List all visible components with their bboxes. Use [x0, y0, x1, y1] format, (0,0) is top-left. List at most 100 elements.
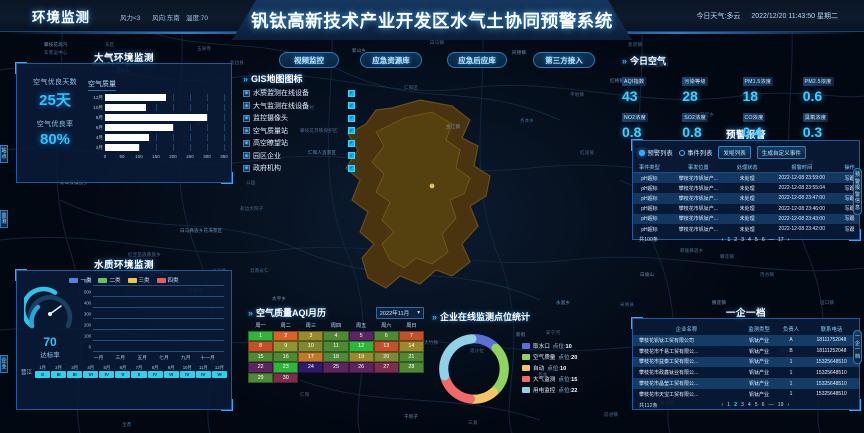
calendar-day-cell[interactable]: 1 — [248, 330, 274, 341]
calendar-day-cell[interactable]: 22 — [248, 362, 274, 373]
checkbox-checked-icon[interactable]: ✓ — [348, 114, 355, 122]
calendar-day-cell[interactable]: 10 — [298, 341, 324, 352]
calendar-day-cell[interactable]: 14 — [398, 341, 424, 352]
calendar-day-cell[interactable]: 24 — [298, 362, 324, 373]
calendar-day-cell[interactable]: 13 — [373, 341, 399, 352]
calendar-day-cell[interactable]: 3 — [298, 330, 324, 341]
side-tab-enterprise-file[interactable]: 一企一档 — [853, 330, 862, 364]
table-row[interactable]: pH超标 攀枝花市钒钛产... 未处理 2022-12-08 23:43:00 写跟 — [633, 213, 859, 224]
calendar-day-cell[interactable]: 21 — [398, 351, 424, 362]
radio-alarm-list[interactable]: 预警列表 — [639, 148, 673, 157]
month-grade-cell[interactable]: 6月 V — [115, 365, 131, 378]
calendar-day-cell[interactable]: 16 — [273, 351, 299, 362]
page-link[interactable]: 1 — [727, 402, 731, 409]
nav-button-emergency-resources[interactable]: 应急资源库 — [360, 52, 422, 68]
calendar-day-cell[interactable]: 28 — [398, 362, 424, 373]
month-grade-cell[interactable]: 4月 VI — [83, 365, 99, 378]
page-link[interactable]: 5 — [754, 402, 758, 409]
row-action-link[interactable]: 写跟 — [840, 193, 859, 204]
page-link[interactable]: 19 — [777, 402, 784, 409]
month-grade-cell[interactable]: 10月 IV — [179, 365, 195, 378]
calendar-day-cell[interactable]: 2 — [273, 330, 299, 341]
calendar-day-cell[interactable]: 18 — [323, 351, 349, 362]
month-grade-cell[interactable]: 2月 III — [51, 365, 67, 378]
page-link[interactable]: — — [768, 236, 774, 243]
page-link[interactable]: ‹ — [721, 402, 724, 409]
calendar-day-cell[interactable]: 27 — [373, 362, 399, 373]
table-row[interactable]: pH超标 攀枝花市钒钛产... 未处理 2022-12-08 23:47:00 写跟 — [633, 193, 859, 204]
gis-layer-row-3[interactable]: ▣ 空气质量站 ✓ — [243, 126, 355, 136]
table-row[interactable]: pH超标 攀枝花市钒钛产... 未处理 2022-12-08 23:46:00 写跟 — [633, 204, 859, 214]
month-grade-cell[interactable]: 11月 IV — [195, 365, 211, 378]
nav-button-video-monitor[interactable]: 视频监控 — [279, 52, 339, 68]
page-link[interactable]: ‹ — [721, 236, 724, 243]
page-link[interactable]: › — [787, 236, 790, 243]
calendar-day-cell[interactable]: 29 — [248, 372, 274, 383]
nav-button-third-party-access[interactable]: 第三方接入 — [533, 52, 595, 68]
left-badge-enterprise[interactable]: 企业 — [0, 355, 8, 373]
gis-layer-row-0[interactable]: ▣ 水质监测在线设备 ✓ — [243, 88, 355, 98]
table-row[interactable]: 攀枝花市政鑫钛业有限公... 钒钛产业 1 15325648510 — [633, 367, 859, 378]
page-link[interactable]: 6 — [761, 402, 765, 409]
gis-layer-row-4[interactable]: ▣ 高空瞭望站 ✓ — [243, 138, 355, 148]
month-grade-cell[interactable]: 9月 VI — [163, 365, 179, 378]
row-action-link[interactable]: 写跟 — [844, 226, 855, 233]
radio-event-list[interactable]: 事件列表 — [678, 148, 712, 157]
checkbox-checked-icon[interactable]: ✓ — [348, 102, 355, 109]
page-link[interactable]: 1 — [727, 236, 731, 243]
calendar-day-cell[interactable]: 4 — [323, 330, 349, 341]
calendar-day-cell[interactable]: 12 — [348, 341, 374, 352]
month-select[interactable]: 2022年11月 ▾ — [375, 306, 424, 319]
row-action-link[interactable]: 写跟 — [840, 172, 859, 184]
table-row[interactable]: 攀枝花钒钛工贸有限公司 钒钛产业 A 18111752048 — [633, 335, 859, 346]
page-link[interactable]: 3 — [740, 402, 744, 409]
send-list-button[interactable]: 发呕列表 — [718, 146, 751, 159]
page-link[interactable]: 4 — [748, 236, 751, 243]
calendar-day-cell[interactable]: 5 — [348, 330, 374, 341]
month-grade-cell[interactable]: 12月 VI — [211, 365, 227, 378]
page-link[interactable]: 17 — [777, 236, 784, 243]
gis-layer-row-5[interactable]: ▣ 园区企业 ✓ — [243, 151, 355, 161]
table-row[interactable]: 攀枝花市千易工贸有限公... 钒钛产业 B 18111252048 — [633, 346, 859, 357]
gis-layer-row-6[interactable]: ▣ 政府机构 ✓ — [243, 163, 355, 173]
calendar-day-cell[interactable]: 9 — [273, 341, 299, 352]
left-badge-station[interactable]: 站点 — [0, 145, 8, 163]
left-badge-monitor[interactable]: 监测 — [0, 210, 8, 228]
row-action-link[interactable]: 写跟 — [840, 213, 859, 224]
table-row[interactable]: 攀枝花市晶莹工贸有限公... 钒钛产业 1 15325648510 — [633, 378, 859, 389]
checkbox-checked-icon[interactable]: ✓ — [348, 127, 355, 134]
calendar-day-cell[interactable]: 11 — [323, 341, 349, 352]
month-grade-cell[interactable]: 1月 II — [35, 365, 51, 378]
side-tab-alarm-info[interactable]: 预警报警信息 — [853, 168, 862, 215]
calendar-day-cell[interactable]: 20 — [373, 351, 399, 362]
page-link[interactable]: 6 — [761, 236, 765, 243]
page-link[interactable]: 5 — [754, 236, 758, 243]
page-link[interactable]: 2 — [734, 236, 738, 243]
table-row[interactable]: pH超标 攀枝花市钒钛产... 未处理 2022-12-08 23:42:00 写跟 — [633, 224, 859, 234]
checkbox-checked-icon[interactable]: ✓ — [348, 164, 355, 172]
checkbox-checked-icon[interactable]: ✓ — [348, 139, 355, 147]
enterprise-pagination[interactable]: ‹ 1 2 3 4 5 6—19 › — [658, 402, 853, 408]
page-link[interactable]: 4 — [747, 402, 751, 409]
row-action-link[interactable]: 写跟 — [844, 206, 855, 213]
month-grade-cell[interactable]: 3月 III — [67, 365, 83, 378]
page-link[interactable]: 2 — [734, 402, 737, 409]
page-link[interactable]: › — [787, 402, 790, 409]
calendar-day-cell[interactable]: 25 — [323, 362, 349, 373]
calendar-day-cell[interactable]: 19 — [348, 351, 374, 362]
page-link[interactable]: 3 — [741, 236, 745, 243]
calendar-day-cell[interactable]: 7 — [398, 330, 424, 341]
calendar-day-cell[interactable]: 17 — [298, 351, 324, 362]
table-row[interactable]: pH超标 攀枝花市钒钛产... 未处理 2022-12-08 23:59:00 写跟 — [633, 172, 859, 184]
gis-layer-row-2[interactable]: ▣ 监控摄像头 ✓ — [243, 113, 355, 123]
calendar-day-cell[interactable]: 26 — [348, 362, 374, 373]
month-grade-cell[interactable]: 8月 IV — [147, 365, 163, 378]
create-event-button[interactable]: 生成自定义事件 — [756, 146, 806, 159]
table-row[interactable]: pH超标 攀枝花市钒钛产... 未处理 2022-12-08 23:55:04 写跟 — [633, 183, 859, 193]
calendar-day-cell[interactable]: 30 — [273, 372, 299, 383]
calendar-day-cell[interactable]: 15 — [248, 351, 274, 362]
nav-button-emergency-response[interactable]: 应急后应库 — [447, 52, 507, 68]
checkbox-checked-icon[interactable]: ✓ — [348, 89, 355, 97]
month-grade-cell[interactable]: 7月 II — [131, 365, 147, 378]
row-action-link[interactable]: 写跟 — [844, 185, 855, 192]
